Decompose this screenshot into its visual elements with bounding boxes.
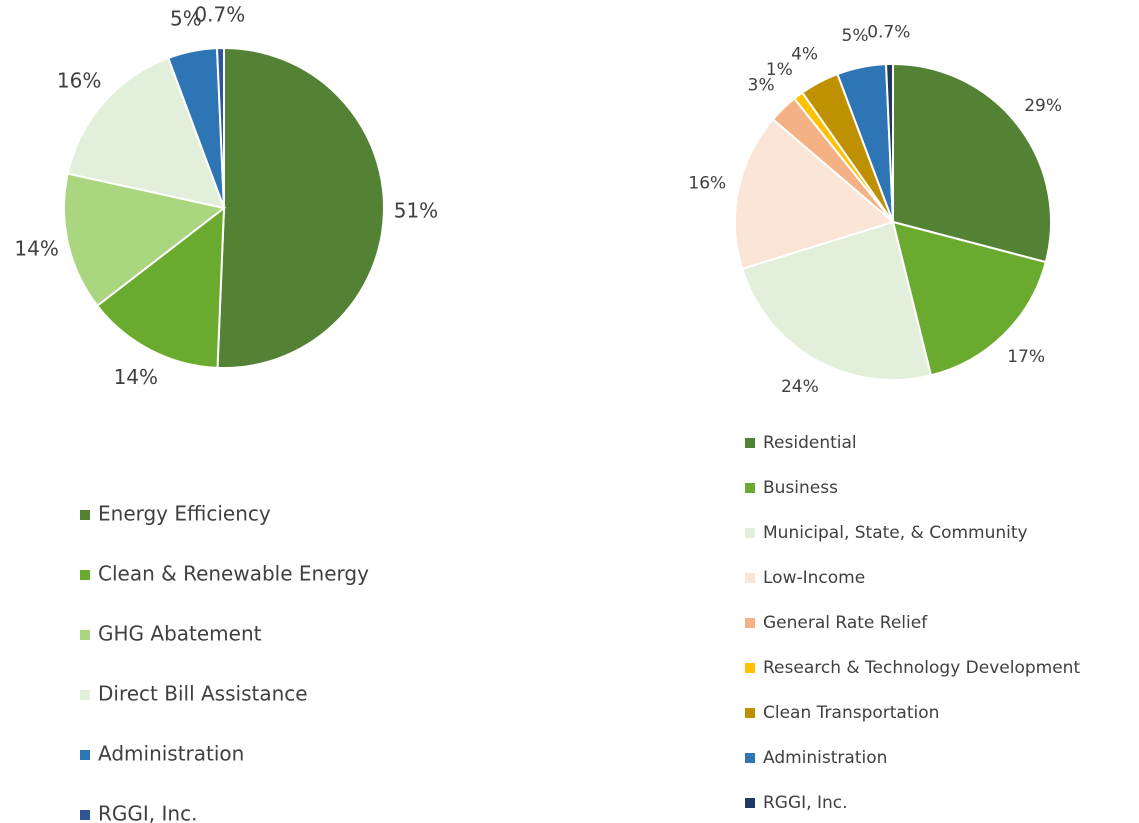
legend-swatch xyxy=(745,753,755,763)
data-label: 1% xyxy=(766,60,793,80)
legend-label: Research & Technology Development xyxy=(763,658,1080,678)
pie-slice xyxy=(215,46,225,209)
legend-swatch xyxy=(745,618,755,628)
legend-swatch xyxy=(745,438,755,448)
data-label: 24% xyxy=(781,377,819,397)
pie-slice xyxy=(734,117,896,271)
legend-swatch xyxy=(80,690,90,700)
legend-swatch xyxy=(80,510,90,520)
pie-slice xyxy=(95,205,226,369)
data-label: 14% xyxy=(14,236,58,260)
legend-label: Clean Transportation xyxy=(763,703,939,723)
pie-slice xyxy=(892,62,1052,264)
data-label: 17% xyxy=(1007,347,1045,367)
legend-label: Administration xyxy=(763,748,887,768)
data-label: 5% xyxy=(842,26,869,46)
data-label: 3% xyxy=(748,76,775,96)
legend-swatch xyxy=(80,570,90,580)
pie-slice xyxy=(216,46,385,369)
data-label: 51% xyxy=(394,198,438,222)
data-label: 0.7% xyxy=(867,22,910,42)
legend-swatch xyxy=(745,483,755,493)
legend-label: Direct Bill Assistance xyxy=(98,682,308,706)
legend-swatch xyxy=(80,810,90,820)
legend-label: RGGI, Inc. xyxy=(763,793,848,813)
pie-slice xyxy=(63,172,227,308)
data-label: 5% xyxy=(170,6,202,30)
legend-label: Residential xyxy=(763,433,857,453)
legend-swatch xyxy=(745,663,755,673)
legend-label: Municipal, State, & Community xyxy=(763,523,1028,543)
legend-swatch xyxy=(745,573,755,583)
data-label: 16% xyxy=(57,68,101,92)
pie-slice xyxy=(884,62,894,223)
legend-swatch xyxy=(745,708,755,718)
legend-label: Low-Income xyxy=(763,568,865,588)
data-label: 29% xyxy=(1024,96,1062,116)
legend-swatch xyxy=(745,528,755,538)
legend-swatch xyxy=(80,630,90,640)
data-label: 0.7% xyxy=(194,3,245,27)
pie-chart-left: 51% Energy Efficiency 14% Clean & Renewable… xyxy=(14,3,438,823)
pie-slice xyxy=(66,56,226,210)
legend-swatch xyxy=(80,750,90,760)
legend-label: Energy Efficiency xyxy=(98,502,271,526)
legend-label: RGGI, Inc. xyxy=(98,802,197,823)
pie-slice xyxy=(891,220,1048,377)
data-label: 16% xyxy=(688,174,726,194)
data-label: 14% xyxy=(114,365,158,389)
pie-chart-right: 29% Residential 17% Business 24% Municipal, S… xyxy=(688,22,1080,813)
legend-label: Administration xyxy=(98,742,244,766)
legend-label: Clean & Renewable Energy xyxy=(98,562,369,586)
legend-swatch xyxy=(745,798,755,808)
legend-label: Business xyxy=(763,478,838,498)
pie-slice xyxy=(740,220,933,381)
legend-label: GHG Abatement xyxy=(98,622,262,646)
data-label: 4% xyxy=(791,44,818,64)
legend-label: General Rate Relief xyxy=(763,613,928,633)
